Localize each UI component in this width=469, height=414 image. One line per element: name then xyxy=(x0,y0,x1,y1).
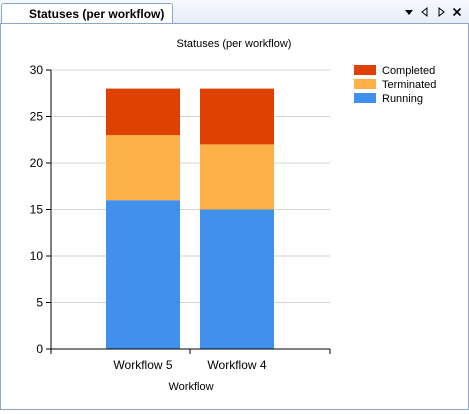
chart-canvas: Statuses (per workflow) 0 5 10 15 20 25 30 Work… xyxy=(30,38,437,393)
y-tick-label: 20 xyxy=(30,156,44,170)
legend-swatch-running xyxy=(354,93,376,103)
bar-segment-terminated xyxy=(106,135,180,201)
bar-segment-terminated xyxy=(200,144,274,210)
y-tick-label: 5 xyxy=(36,296,43,310)
bar-segment-completed xyxy=(200,88,274,145)
chart-frame: Statuses (per workflow) 0 5 10 15 20 25 30 Work… xyxy=(0,23,469,410)
bar-segment-completed xyxy=(106,88,180,136)
x-tick-label: Workflow 4 xyxy=(207,358,266,372)
bar-layer xyxy=(106,88,274,349)
tab-controls xyxy=(403,6,463,18)
scroll-right-icon[interactable] xyxy=(435,6,447,18)
legend-swatch-terminated xyxy=(354,79,376,89)
scroll-left-icon[interactable] xyxy=(419,6,431,18)
chart-title: Statuses (per workflow) xyxy=(177,38,292,50)
legend-label: Terminated xyxy=(382,79,436,91)
grid-layer xyxy=(51,69,330,303)
x-tick-label: Workflow 5 xyxy=(113,358,172,372)
legend: Completed Terminated Running xyxy=(354,65,436,105)
legend-label: Completed xyxy=(382,65,435,77)
axis-layer: 0 5 10 15 20 25 30 Workflow 5 Workflow 4 xyxy=(30,63,331,372)
y-tick-label: 10 xyxy=(30,249,44,263)
dropdown-icon[interactable] xyxy=(403,6,415,18)
legend-label: Running xyxy=(382,93,423,105)
close-icon[interactable] xyxy=(451,6,463,18)
tab-statuses[interactable]: Statuses (per workflow) xyxy=(1,3,173,24)
y-tick-label: 0 xyxy=(36,342,43,356)
bar-segment-running xyxy=(200,209,274,349)
x-axis-label: Workflow xyxy=(168,381,213,393)
y-tick-label: 30 xyxy=(30,63,44,77)
tab-label: Statuses (per workflow) xyxy=(29,7,165,21)
bar-segment-running xyxy=(106,200,180,349)
legend-swatch-completed xyxy=(354,65,376,75)
y-tick-label: 25 xyxy=(30,110,44,124)
tab-strip: Statuses (per workflow) xyxy=(0,0,469,24)
y-tick-label: 15 xyxy=(30,203,44,217)
